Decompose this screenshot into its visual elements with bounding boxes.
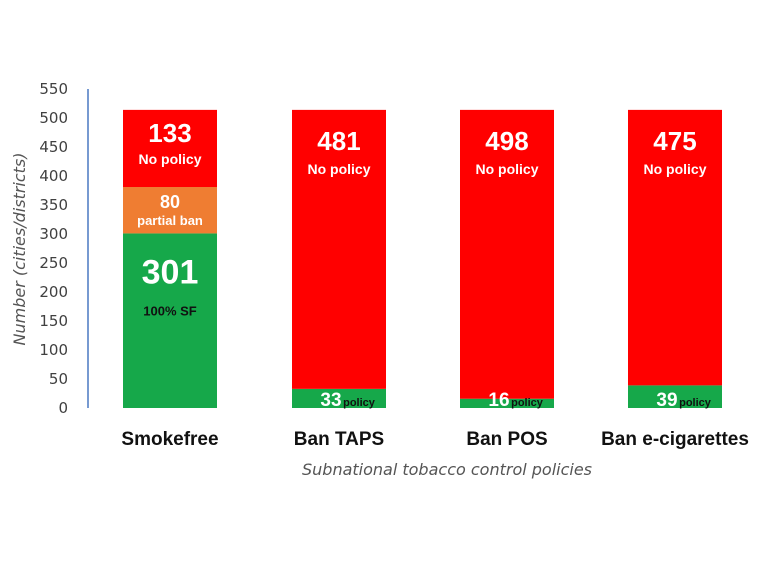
y-tick-label: 0 bbox=[58, 399, 68, 417]
bar-segment bbox=[123, 109, 217, 188]
data-label: 481 bbox=[317, 126, 360, 156]
y-tick-label: 200 bbox=[39, 283, 68, 301]
y-axis: 0 50 100 150 200 250 300 350 400 450 500 550 bbox=[39, 80, 89, 417]
bar-segment bbox=[460, 398, 554, 408]
y-tick-label: 50 bbox=[49, 370, 68, 388]
bar-segment bbox=[123, 187, 217, 234]
segment-label: partial ban bbox=[137, 213, 203, 228]
y-tick-label: 150 bbox=[39, 312, 68, 330]
y-tick-label: 350 bbox=[39, 196, 68, 214]
data-label: 16 bbox=[488, 390, 509, 411]
segment-label: policy bbox=[679, 397, 712, 409]
segment-label: No policy bbox=[475, 161, 538, 177]
data-label: 39 bbox=[656, 390, 677, 411]
y-tick-label: 250 bbox=[39, 254, 68, 272]
category-labels: Smokefree Ban TAPS Ban POS Ban e-cigarettes bbox=[121, 429, 749, 450]
bar-segment bbox=[292, 109, 386, 389]
category-label: Smokefree bbox=[121, 429, 218, 450]
bar-segment bbox=[628, 385, 722, 408]
y-tick-label: 300 bbox=[39, 225, 68, 243]
category-label: Ban TAPS bbox=[294, 429, 384, 450]
segment-label: 100% SF bbox=[143, 303, 197, 318]
segment-label: No policy bbox=[138, 151, 201, 167]
segment-label: policy bbox=[343, 397, 376, 409]
bar-segment bbox=[123, 233, 217, 408]
y-axis-title: Number (cities/districts) bbox=[10, 152, 29, 345]
bar-segment bbox=[292, 388, 386, 408]
data-label: 498 bbox=[485, 126, 528, 156]
data-label: 475 bbox=[653, 126, 696, 156]
data-label: 133 bbox=[148, 118, 191, 148]
data-label: 33 bbox=[320, 390, 341, 411]
y-tick-label: 450 bbox=[39, 138, 68, 156]
bar-segment bbox=[628, 109, 722, 386]
y-tick-label: 500 bbox=[39, 109, 68, 127]
x-axis-title: Subnational tobacco control policies bbox=[302, 460, 592, 479]
y-tick-label: 100 bbox=[39, 341, 68, 359]
segment-label: No policy bbox=[307, 161, 370, 177]
data-label: 80 bbox=[160, 192, 180, 212]
y-tick-label: 550 bbox=[39, 80, 68, 98]
data-label: 301 bbox=[142, 253, 199, 291]
segment-label: No policy bbox=[643, 161, 706, 177]
category-label: Ban e-cigarettes bbox=[601, 429, 749, 450]
bars bbox=[123, 109, 722, 408]
y-tick-label: 400 bbox=[39, 167, 68, 185]
segment-label: policy bbox=[511, 397, 544, 409]
category-label: Ban POS bbox=[466, 429, 547, 450]
bar-segment bbox=[460, 109, 554, 399]
